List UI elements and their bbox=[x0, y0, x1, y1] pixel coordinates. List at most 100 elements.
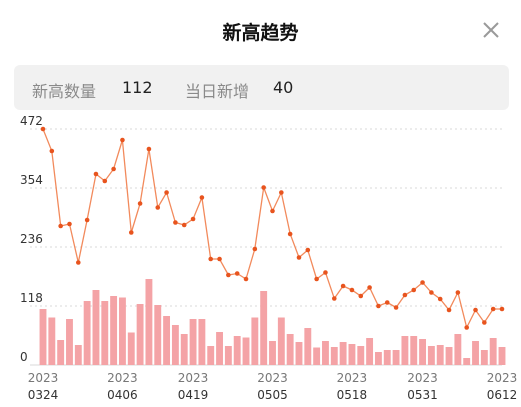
bar bbox=[374, 352, 382, 365]
bar bbox=[110, 296, 118, 365]
data-point bbox=[429, 290, 434, 295]
data-point bbox=[482, 320, 487, 325]
data-point bbox=[164, 190, 169, 195]
bar bbox=[136, 304, 144, 365]
y-tick-label: 236 bbox=[20, 232, 43, 246]
data-point bbox=[40, 126, 46, 132]
bar bbox=[233, 336, 241, 365]
data-point bbox=[358, 293, 364, 299]
data-point bbox=[402, 292, 408, 298]
bar bbox=[224, 346, 232, 365]
data-point bbox=[331, 296, 337, 301]
modal-title: 新高趋势 bbox=[222, 22, 299, 44]
bar bbox=[180, 334, 188, 365]
data-point bbox=[279, 190, 284, 195]
bar bbox=[145, 279, 153, 365]
bar bbox=[366, 338, 374, 365]
x-tick-year: 2023 bbox=[337, 371, 368, 385]
bar bbox=[463, 358, 471, 365]
today-added-label: 当日新增 bbox=[185, 82, 250, 101]
x-tick-year: 2023 bbox=[487, 371, 518, 385]
bar bbox=[48, 317, 56, 365]
bar bbox=[74, 345, 82, 365]
bar bbox=[260, 291, 268, 365]
bar bbox=[498, 347, 506, 365]
data-point bbox=[199, 195, 205, 200]
data-point bbox=[296, 255, 302, 260]
new-high-count-label: 新高数量 bbox=[32, 82, 97, 101]
bar bbox=[57, 340, 65, 365]
stats-panel: 新高数量 112 当日新增 40 bbox=[14, 65, 509, 110]
data-point bbox=[270, 208, 275, 214]
data-point bbox=[243, 276, 249, 282]
bar bbox=[454, 334, 462, 365]
bar bbox=[410, 336, 418, 365]
bar bbox=[92, 290, 100, 365]
data-point bbox=[464, 325, 469, 330]
bar bbox=[383, 350, 391, 365]
close-icon[interactable] bbox=[481, 20, 501, 40]
data-point bbox=[84, 217, 90, 223]
bar bbox=[216, 332, 223, 365]
bar bbox=[436, 345, 444, 365]
bar bbox=[489, 338, 497, 365]
bar bbox=[66, 319, 73, 365]
x-tick-year: 2023 bbox=[178, 371, 209, 385]
x-tick-date: 0406 bbox=[107, 388, 138, 402]
data-point bbox=[384, 300, 390, 305]
trend-chart: 4723542361180202303242023040620230419202… bbox=[20, 115, 518, 402]
x-tick-date: 0518 bbox=[337, 388, 368, 402]
bar bbox=[480, 350, 488, 365]
data-point bbox=[499, 306, 505, 312]
x-tick-date: 0324 bbox=[28, 388, 59, 402]
data-point bbox=[455, 290, 461, 295]
bar bbox=[101, 301, 109, 365]
data-point bbox=[67, 221, 72, 227]
y-tick-label: 0 bbox=[20, 350, 28, 364]
data-point bbox=[349, 287, 355, 293]
data-point bbox=[305, 247, 311, 253]
bar bbox=[401, 336, 409, 365]
bar bbox=[154, 305, 162, 365]
data-point bbox=[252, 246, 258, 252]
y-tick-label: 354 bbox=[20, 173, 43, 187]
data-point bbox=[367, 285, 372, 290]
data-point bbox=[411, 287, 417, 293]
data-point bbox=[181, 222, 187, 228]
bar bbox=[330, 347, 338, 365]
data-point bbox=[120, 137, 125, 143]
data-point bbox=[190, 216, 196, 222]
bar bbox=[198, 319, 206, 365]
data-point bbox=[146, 146, 152, 152]
data-point bbox=[49, 148, 55, 154]
data-point bbox=[155, 205, 161, 210]
data-point bbox=[128, 230, 134, 235]
data-point bbox=[58, 223, 63, 229]
data-point bbox=[473, 307, 478, 313]
bar bbox=[39, 309, 47, 365]
bar bbox=[295, 342, 303, 365]
data-point bbox=[287, 231, 293, 237]
today-added-value: 40 bbox=[273, 78, 294, 97]
data-point bbox=[111, 166, 116, 172]
bar bbox=[472, 341, 479, 365]
bar bbox=[269, 341, 276, 365]
x-tick-year: 2023 bbox=[28, 371, 59, 385]
y-tick-label: 472 bbox=[20, 115, 43, 128]
bar bbox=[127, 332, 135, 365]
data-point bbox=[208, 256, 214, 262]
data-point bbox=[102, 178, 108, 184]
bar bbox=[251, 317, 259, 365]
data-point bbox=[393, 305, 399, 310]
x-tick-date: 0505 bbox=[257, 388, 288, 402]
data-point bbox=[490, 306, 496, 312]
data-point bbox=[261, 185, 266, 190]
bar bbox=[242, 337, 250, 365]
y-tick-label: 118 bbox=[20, 291, 43, 305]
bar bbox=[304, 328, 312, 365]
x-tick-date: 0419 bbox=[178, 388, 209, 402]
bar bbox=[419, 339, 427, 365]
bar bbox=[357, 346, 365, 365]
bar bbox=[171, 325, 179, 365]
